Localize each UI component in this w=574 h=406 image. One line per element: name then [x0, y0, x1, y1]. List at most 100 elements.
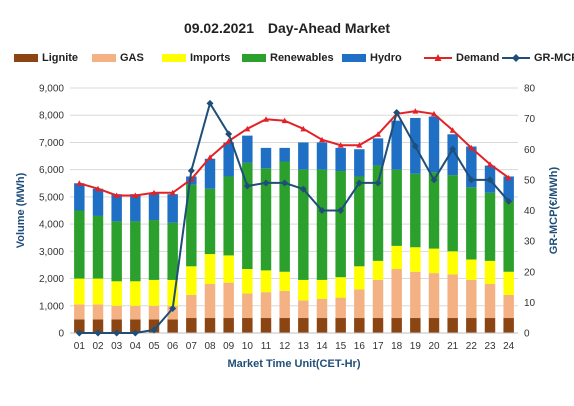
x-tick-label: 24	[503, 341, 515, 352]
x-tick-label: 11	[261, 341, 272, 352]
bar-gas	[298, 300, 309, 319]
bar-imports	[466, 259, 477, 280]
bar-lignite	[298, 318, 309, 333]
point-demand	[225, 138, 232, 144]
point-gr-mcp	[374, 179, 382, 187]
x-tick-label: 05	[148, 341, 160, 352]
bar-hydro	[74, 183, 85, 211]
bar-hydro	[503, 176, 514, 201]
bar-hydro	[391, 120, 402, 170]
bar-imports	[316, 279, 328, 299]
point-demand	[431, 110, 437, 117]
x-tick-label: 03	[111, 341, 123, 352]
bar-renewables	[447, 175, 458, 252]
bar-renewables	[130, 221, 141, 282]
point-gr-mcp	[150, 326, 158, 334]
legend-label: Renewables	[270, 52, 334, 64]
x-tick-label: 23	[484, 341, 496, 352]
bar-gas	[354, 289, 365, 319]
bar-renewables	[391, 169, 402, 246]
point-gr-mcp	[131, 329, 139, 337]
bar-renewables	[372, 165, 384, 261]
bar-imports	[242, 269, 253, 294]
bar-gas	[447, 274, 458, 319]
x-tick-label: 07	[186, 341, 198, 352]
bar-renewables	[503, 200, 514, 272]
bar-imports	[130, 281, 141, 306]
point-gr-mcp	[337, 207, 345, 214]
y2-tick-label: 50	[524, 175, 536, 186]
bar-renewables	[204, 188, 216, 255]
bar-renewables	[354, 176, 365, 267]
x-tick-label: 20	[428, 341, 440, 352]
bar-gas	[316, 298, 328, 319]
bar-gas	[186, 294, 197, 319]
point-gr-mcp	[318, 207, 326, 214]
bar-gas	[503, 294, 514, 319]
y2-tick-label: 0	[524, 329, 530, 340]
bar-lignite	[204, 318, 216, 333]
point-gr-mcp	[430, 176, 438, 184]
bar-lignite	[372, 318, 384, 333]
bar-lignite	[130, 319, 141, 333]
point-demand	[337, 142, 344, 148]
x-tick-label: 14	[316, 341, 328, 352]
point-gr-mcp	[299, 185, 307, 193]
bar-gas	[466, 279, 477, 319]
legend-swatch	[424, 53, 452, 63]
bar-imports	[260, 270, 272, 293]
bar-imports	[391, 245, 402, 270]
bar-gas	[148, 305, 160, 320]
x-tick-label: 12	[279, 341, 291, 352]
bar-imports	[428, 248, 440, 274]
point-demand	[505, 174, 512, 181]
bar-imports	[484, 260, 496, 284]
x-tick-label: 22	[466, 341, 478, 352]
point-gr-mcp	[449, 145, 457, 153]
line-gr-mcp	[79, 100, 510, 334]
legend-swatch	[92, 54, 116, 62]
y-tick-label: 5,000	[39, 192, 64, 203]
legend-label: Lignite	[42, 52, 79, 64]
bar-lignite	[148, 319, 160, 333]
point-demand	[263, 116, 269, 122]
point-gr-mcp	[281, 179, 289, 187]
x-axis-title: Market Time Unit(CET-Hr)	[227, 358, 360, 370]
bar-imports	[279, 271, 290, 291]
bar-hydro	[316, 142, 328, 170]
point-demand	[487, 161, 493, 167]
legend-item-gas: GAS	[92, 52, 144, 64]
bar-renewables	[316, 169, 328, 280]
point-gr-mcp	[411, 142, 419, 150]
bar-lignite	[167, 319, 178, 333]
point-demand	[169, 189, 176, 196]
point-gr-mcp	[467, 176, 475, 184]
bar-hydro	[354, 149, 365, 177]
point-gr-mcp	[75, 329, 83, 337]
bar-hydro	[148, 192, 160, 221]
bar-lignite	[354, 318, 365, 333]
bar-lignite	[484, 318, 496, 333]
chart-legend: Lignite GAS Imports Renewables Hydro Demand GR…	[14, 52, 574, 68]
bar-renewables	[260, 168, 272, 271]
point-gr-mcp	[187, 167, 195, 175]
bar-gas	[92, 304, 104, 320]
y2-axis-title: GR-MCP(€/MWh)	[548, 166, 560, 254]
bar-imports	[410, 247, 421, 272]
x-tick-label: 02	[92, 341, 104, 352]
point-demand	[244, 125, 251, 132]
point-gr-mcp	[113, 329, 121, 337]
y-tick-label: 0	[58, 329, 64, 340]
bar-hydro	[447, 134, 458, 176]
bar-renewables	[466, 187, 477, 260]
bar-hydro	[111, 194, 122, 222]
point-demand	[356, 142, 363, 148]
bar-renewables	[410, 173, 421, 248]
bar-renewables	[148, 220, 160, 280]
point-demand	[76, 180, 83, 186]
bar-gas	[204, 284, 216, 319]
bar-renewables	[92, 215, 104, 279]
y-tick-label: 1,000	[39, 301, 64, 312]
bar-imports	[335, 277, 346, 298]
